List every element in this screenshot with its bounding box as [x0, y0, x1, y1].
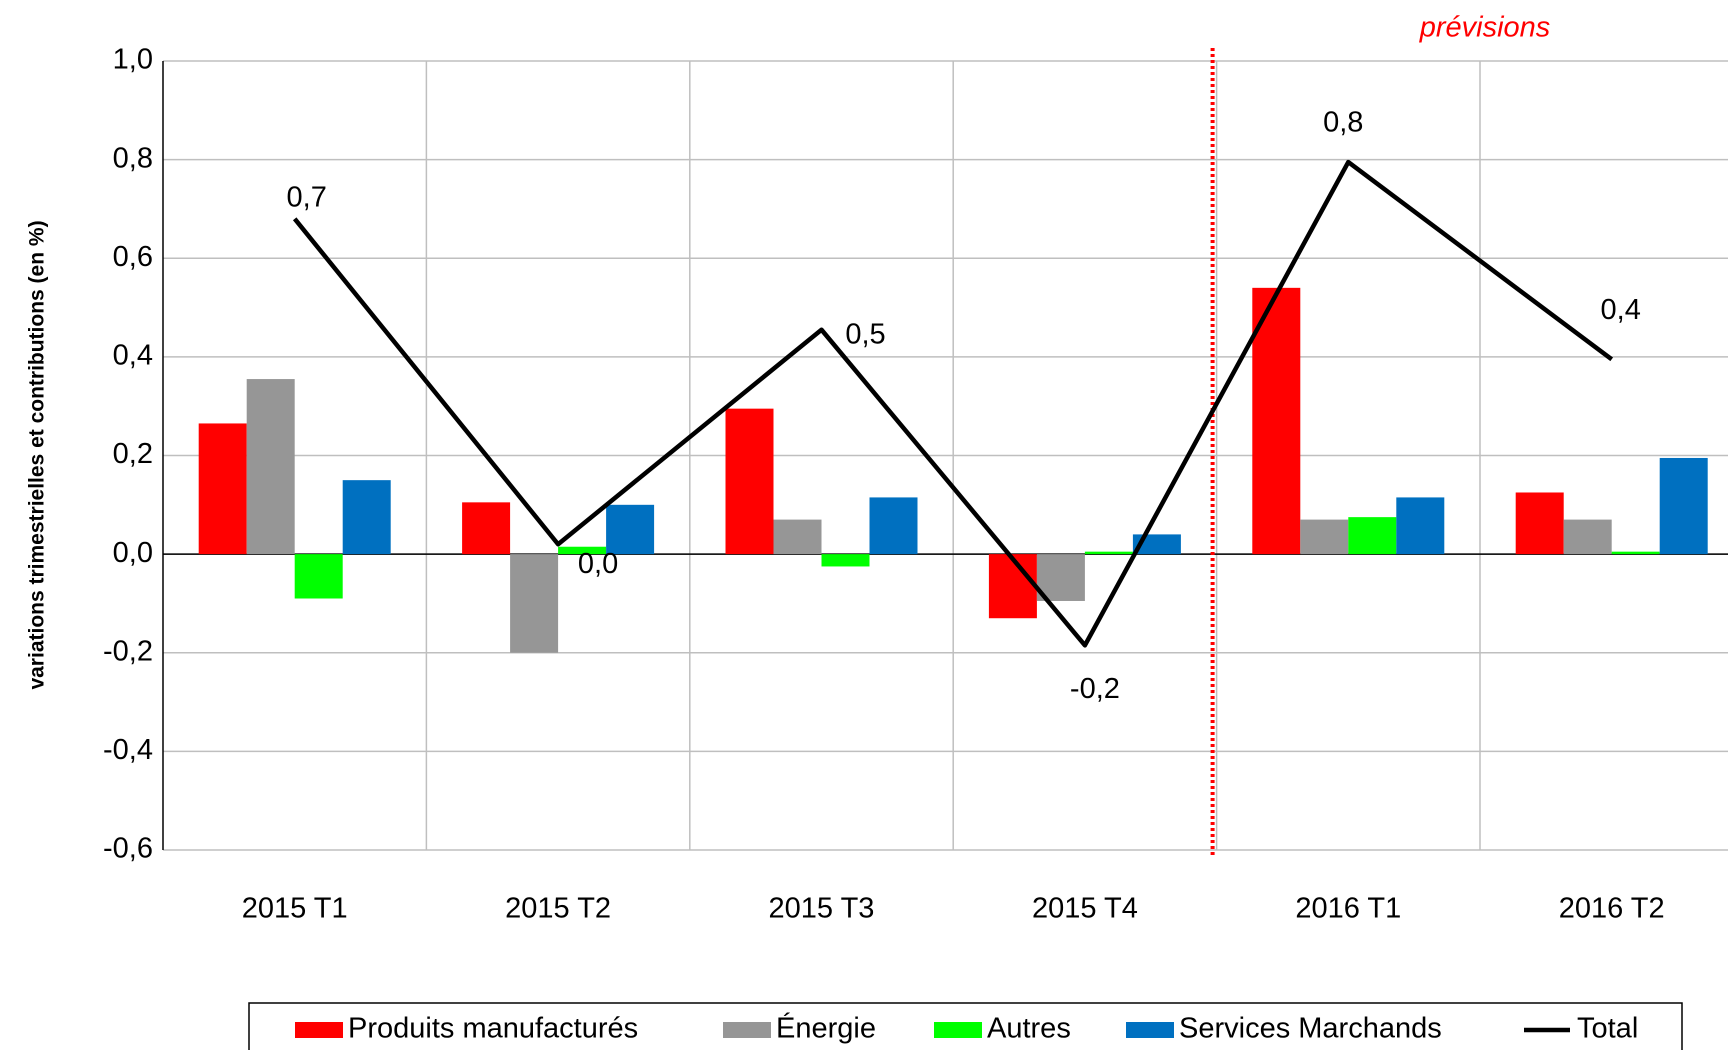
- x-tick-label: 2015 T1: [242, 893, 348, 925]
- data-label: 0,5: [845, 318, 885, 350]
- bar: [1300, 519, 1349, 555]
- x-tick-label: 2016 T2: [1559, 893, 1665, 925]
- y-axis-label: variations trimestrielles et contributio…: [26, 220, 49, 689]
- bar: [773, 519, 822, 555]
- bar: [869, 497, 918, 555]
- data-label: 0,7: [287, 181, 327, 213]
- bar: [1659, 457, 1708, 555]
- bar: [294, 554, 343, 599]
- bar: [1611, 551, 1660, 555]
- forecast-annotation: prévisions: [1419, 12, 1551, 44]
- bar: [1252, 287, 1301, 555]
- data-label: 0,4: [1601, 294, 1641, 326]
- legend-swatch: [295, 1022, 343, 1038]
- bar: [198, 423, 247, 555]
- legend-label: Produits manufacturés: [348, 1013, 638, 1045]
- bar: [1036, 554, 1085, 601]
- total-line: [292, 159, 1614, 648]
- bar: [1563, 519, 1612, 555]
- data-label: 0,8: [1323, 107, 1363, 139]
- y-tick-label: -0,2: [103, 635, 153, 667]
- x-tick-label: 2015 T2: [505, 893, 611, 925]
- bar: [821, 554, 870, 567]
- legend-swatch: [934, 1022, 982, 1038]
- bar: [1084, 551, 1133, 555]
- legend-label: Autres: [987, 1013, 1071, 1045]
- y-tick-label: -0,4: [103, 734, 153, 766]
- x-tick-label: 2015 T3: [769, 893, 875, 925]
- y-tick-label: -0,6: [103, 833, 153, 865]
- y-tick-label: 0,8: [113, 142, 153, 174]
- x-tick-label: 2015 T4: [1032, 893, 1138, 925]
- bar: [510, 554, 559, 653]
- bar: [1396, 497, 1445, 555]
- y-tick-label: 0,6: [113, 241, 153, 273]
- y-tick-label: 0,4: [113, 340, 153, 372]
- bar: [342, 480, 391, 555]
- bar: [558, 546, 607, 555]
- bar: [606, 504, 655, 555]
- legend-swatch: [723, 1022, 771, 1038]
- bar: [1515, 492, 1564, 555]
- legend-label: Services Marchands: [1179, 1013, 1442, 1045]
- y-tick-label: 0,2: [113, 438, 153, 470]
- bar: [988, 554, 1037, 619]
- bar: [725, 408, 774, 555]
- x-tick-label: 2016 T1: [1295, 893, 1401, 925]
- bar: [1348, 517, 1397, 555]
- data-label: 0,0: [578, 548, 618, 580]
- data-label: -0,2: [1070, 673, 1120, 705]
- y-tick-label: 0,0: [113, 537, 153, 569]
- bar: [246, 379, 295, 555]
- legend-label: Total: [1577, 1013, 1638, 1045]
- bar: [462, 502, 511, 555]
- y-tick-label: 1,0: [113, 44, 153, 76]
- legend-swatch: [1126, 1022, 1174, 1038]
- legend-label: Énergie: [776, 1012, 876, 1045]
